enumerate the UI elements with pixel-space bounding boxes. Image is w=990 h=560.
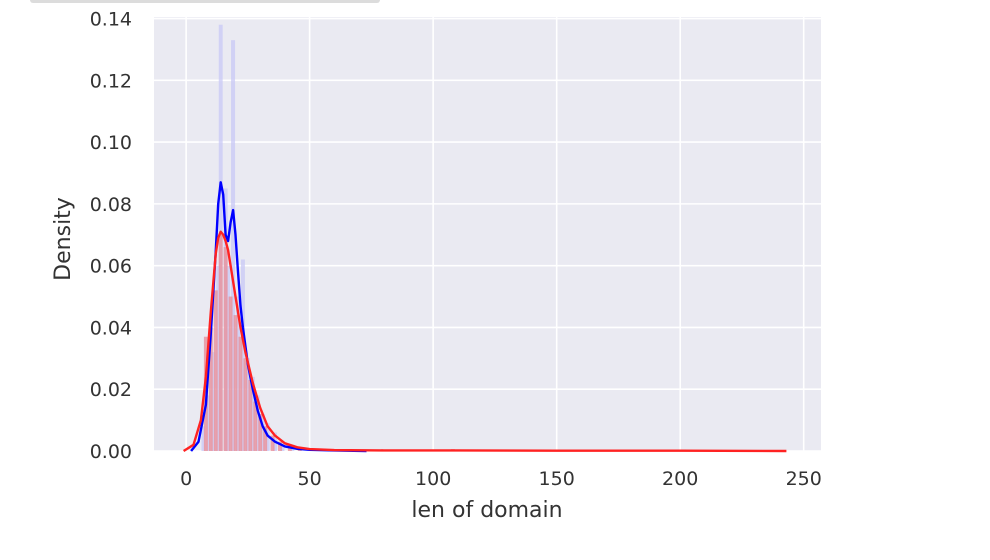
histogram-bar: [218, 234, 223, 451]
histogram-bar: [231, 40, 236, 451]
y-tick-label: 0.08: [90, 194, 132, 216]
kde-curves: [182, 181, 787, 453]
histogram-bar: [255, 395, 260, 451]
x-tick-label: 50: [298, 468, 322, 490]
histogram-bar: [278, 441, 282, 451]
y-axis-label: Density: [51, 197, 76, 281]
histogram-bar: [248, 379, 253, 451]
histogram-bar: [260, 413, 265, 451]
x-axis-label: len of domain: [411, 498, 562, 523]
y-tick-label: 0.14: [90, 9, 132, 31]
x-tick-label: 100: [415, 468, 451, 490]
y-tick-label: 0.12: [90, 70, 132, 92]
y-tick-labels: 0.00 0.02 0.04 0.06 0.08 0.10 0.12 0.14: [90, 9, 132, 463]
histogram-bar: [223, 247, 228, 451]
histogram-bar: [216, 265, 221, 451]
histogram-bar: [240, 259, 245, 451]
histogram-bar: [208, 327, 213, 451]
kde-line: [190, 181, 367, 453]
histogram-bar: [213, 290, 218, 451]
kde-line: [182, 230, 787, 453]
y-tick-label: 0.06: [90, 256, 132, 278]
histogram-bar: [258, 413, 263, 451]
x-tick-label: 0: [180, 468, 192, 490]
histogram-bar: [250, 376, 255, 451]
x-tick-label: 150: [539, 468, 575, 490]
y-tick-label: 0.04: [90, 317, 132, 339]
histogram-bar: [226, 265, 231, 451]
x-tick-labels: 0 50 100 150 200 250: [180, 468, 822, 490]
histogram-bar: [238, 336, 243, 451]
y-tick-label: 0.00: [90, 441, 132, 463]
histogram-bar: [243, 358, 248, 451]
histogram-bar: [201, 426, 206, 451]
scrolled-header-edge: [30, 0, 380, 3]
y-tick-label: 0.02: [90, 379, 132, 401]
histogram-bar: [270, 435, 275, 451]
histogram-bar: [211, 352, 216, 451]
x-tick-label: 250: [786, 468, 822, 490]
histogram-bar: [233, 315, 238, 451]
x-tick-label: 200: [662, 468, 698, 490]
histogram-bar: [206, 395, 211, 451]
histogram-bar: [253, 401, 258, 451]
histogram-bar: [228, 296, 233, 451]
histogram-bar: [236, 296, 240, 451]
histogram-bar: [245, 358, 250, 451]
y-tick-label: 0.10: [90, 132, 132, 154]
plot-area: [154, 17, 821, 451]
histogram-bar: [263, 426, 268, 451]
